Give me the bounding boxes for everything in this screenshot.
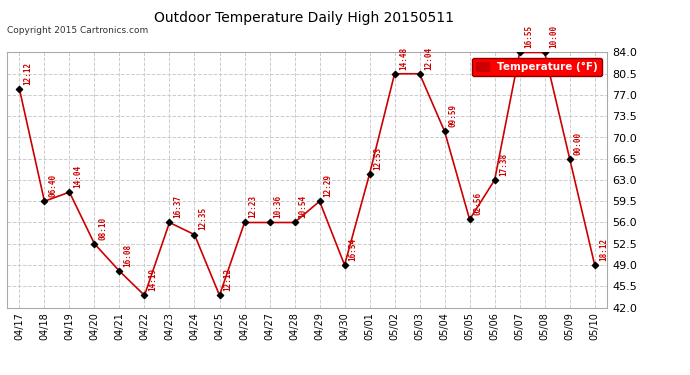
Text: 18:12: 18:12 bbox=[599, 238, 608, 261]
Text: 00:00: 00:00 bbox=[574, 132, 583, 154]
Text: 10:36: 10:36 bbox=[274, 195, 283, 218]
Text: 14:48: 14:48 bbox=[399, 46, 408, 70]
Point bbox=[39, 198, 50, 204]
Point bbox=[514, 50, 525, 55]
Text: Outdoor Temperature Daily High 20150511: Outdoor Temperature Daily High 20150511 bbox=[154, 11, 453, 25]
Point bbox=[64, 189, 75, 195]
Text: 14:04: 14:04 bbox=[74, 165, 83, 188]
Legend: Temperature (°F): Temperature (°F) bbox=[472, 58, 602, 76]
Text: 10:00: 10:00 bbox=[549, 25, 558, 48]
Point bbox=[414, 71, 425, 77]
Text: 02:56: 02:56 bbox=[474, 192, 483, 215]
Text: 12:04: 12:04 bbox=[424, 46, 433, 70]
Point bbox=[14, 86, 25, 92]
Text: 06:40: 06:40 bbox=[48, 174, 57, 197]
Point bbox=[189, 232, 200, 238]
Point bbox=[314, 198, 325, 204]
Text: 16:55: 16:55 bbox=[524, 25, 533, 48]
Text: 17:38: 17:38 bbox=[499, 153, 508, 176]
Text: 12:35: 12:35 bbox=[199, 207, 208, 231]
Point bbox=[114, 268, 125, 274]
Text: 10:54: 10:54 bbox=[299, 195, 308, 218]
Text: 16:37: 16:37 bbox=[174, 195, 183, 218]
Point bbox=[289, 219, 300, 225]
Point bbox=[139, 292, 150, 298]
Text: 12:12: 12:12 bbox=[224, 268, 233, 291]
Point bbox=[464, 216, 475, 222]
Point bbox=[164, 219, 175, 225]
Point bbox=[489, 177, 500, 183]
Point bbox=[264, 219, 275, 225]
Point bbox=[239, 219, 250, 225]
Point bbox=[389, 71, 400, 77]
Text: 14:19: 14:19 bbox=[148, 268, 157, 291]
Point bbox=[564, 156, 575, 162]
Point bbox=[539, 50, 550, 55]
Point bbox=[439, 128, 450, 134]
Text: 12:53: 12:53 bbox=[374, 147, 383, 170]
Text: 12:23: 12:23 bbox=[248, 195, 257, 218]
Text: 08:10: 08:10 bbox=[99, 216, 108, 240]
Text: 12:29: 12:29 bbox=[324, 174, 333, 197]
Point bbox=[364, 171, 375, 177]
Text: 16:08: 16:08 bbox=[124, 244, 132, 267]
Point bbox=[339, 262, 350, 268]
Point bbox=[89, 241, 100, 247]
Text: 12:12: 12:12 bbox=[23, 62, 32, 85]
Text: 09:59: 09:59 bbox=[448, 104, 457, 127]
Text: Copyright 2015 Cartronics.com: Copyright 2015 Cartronics.com bbox=[7, 26, 148, 35]
Text: 16:54: 16:54 bbox=[348, 238, 357, 261]
Point bbox=[214, 292, 225, 298]
Point bbox=[589, 262, 600, 268]
